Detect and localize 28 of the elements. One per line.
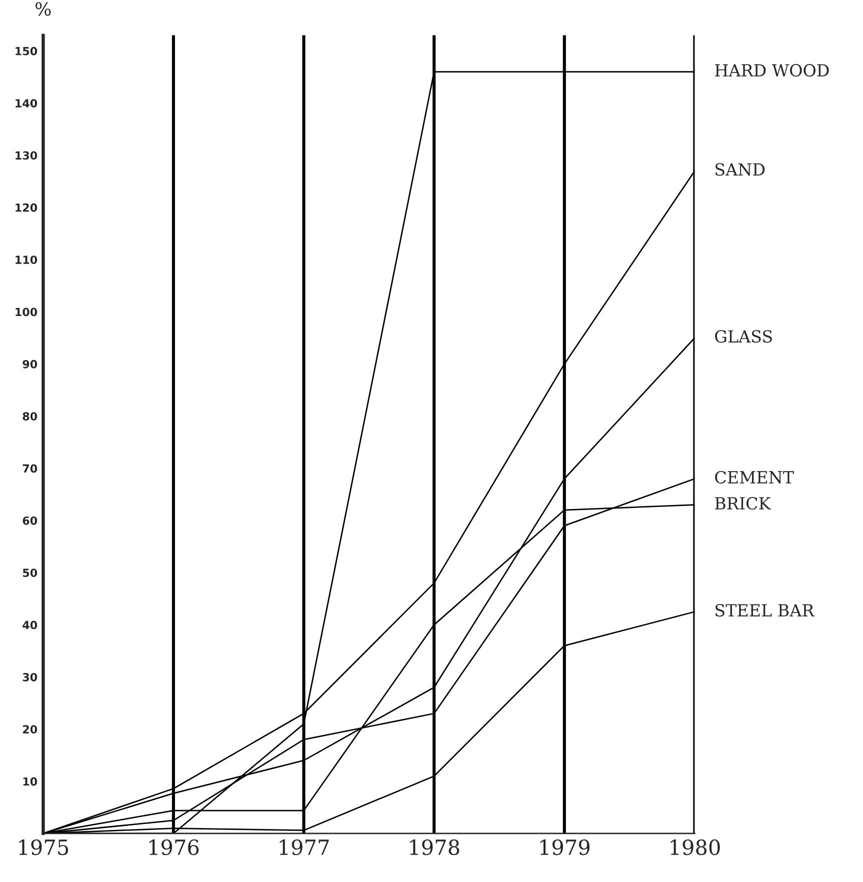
y-tick-label: 90 xyxy=(22,360,38,368)
y-tick-label: 150 xyxy=(16,46,38,56)
y-tick-label: 140 xyxy=(16,99,38,108)
series-label: BRICK xyxy=(715,497,771,510)
y-axis-title: % xyxy=(36,2,51,16)
series-label: CEMENT xyxy=(715,470,794,484)
series-label: GLASS xyxy=(715,330,772,343)
x-tick-label: 1977 xyxy=(280,839,329,856)
y-tick-label: 50 xyxy=(22,568,38,578)
y-tick-label: 30 xyxy=(22,672,38,682)
x-tick-label: 1979 xyxy=(540,839,590,856)
y-tick-label: 10 xyxy=(23,777,38,786)
series-label: SAND xyxy=(716,163,765,176)
series-label: STEEL BAR xyxy=(716,604,815,617)
y-tick-label: 110 xyxy=(16,256,38,264)
x-tick-label: 1976 xyxy=(149,839,199,856)
y-tick-label: 80 xyxy=(22,412,38,421)
y-tick-label: 20 xyxy=(23,725,38,734)
y-tick-label: 130 xyxy=(16,151,38,160)
y-tick-label: 60 xyxy=(22,516,38,525)
x-tick-label: 1980 xyxy=(670,839,720,856)
y-tick-label: 100 xyxy=(16,308,38,316)
x-tick-label: 1978 xyxy=(410,839,460,856)
x-tick-label: 1975 xyxy=(19,839,68,856)
y-tick-label: 40 xyxy=(22,620,38,630)
y-tick-label: 70 xyxy=(22,464,38,473)
y-tick-label: 120 xyxy=(16,203,38,212)
series-label: HARD WOOD xyxy=(715,64,829,77)
